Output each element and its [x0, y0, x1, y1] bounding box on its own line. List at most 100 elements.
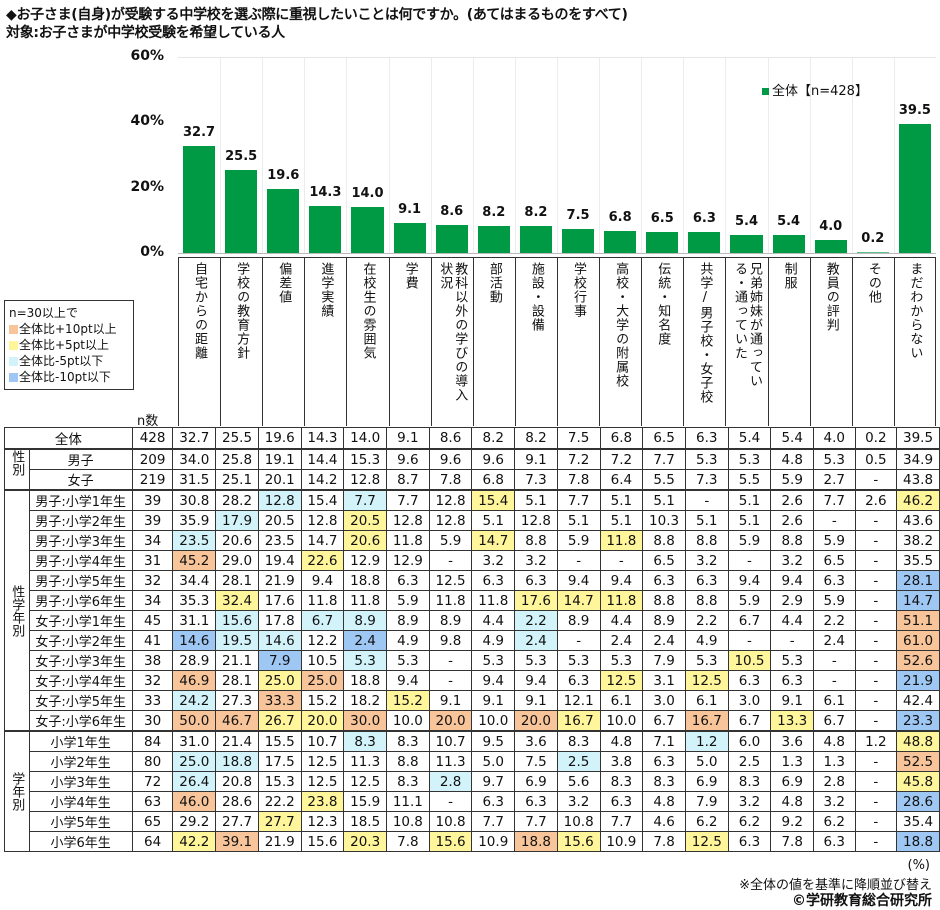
table-cell: 10.8 [428, 811, 473, 832]
table-cell: - [813, 670, 856, 691]
category-header-label: 進学実績 [318, 262, 334, 318]
gridline [725, 58, 727, 254]
table-cell: 3.2 [727, 791, 772, 812]
table-cell: 14.2 [300, 469, 345, 491]
row-label: 小学2年生 [28, 751, 133, 772]
table-cell: 34.9 [896, 448, 940, 470]
table-cell: 5.6 [556, 771, 601, 792]
table-cell: 17.6 [514, 590, 558, 611]
row-group-label: 学年別 [4, 730, 30, 852]
category-header-label: 高校・大学の附属校 [613, 262, 629, 388]
table-cell: 2.5 [727, 751, 772, 772]
table-cell: 0.2 [854, 427, 898, 450]
table-cell: 5.3 [386, 650, 430, 671]
color-legend-item: 全体比+10pt以上 [9, 321, 129, 337]
table-cell: 29.0 [215, 550, 259, 571]
row-label: 男子:小学5年生 [28, 570, 133, 591]
category-header-label: まだわからない [907, 262, 923, 360]
table-cell: 35.5 [896, 550, 940, 571]
n-count: 428 [131, 427, 174, 450]
table-cell: - [428, 791, 473, 812]
table-cell: 12.8 [514, 510, 558, 531]
table-cell: 23.8 [300, 791, 345, 812]
header-top-border [178, 257, 936, 258]
table-cell: 11.1 [386, 791, 430, 812]
table-cell: 2.4 [599, 630, 644, 651]
table-cell: 23.3 [896, 710, 940, 732]
n-count: 63 [131, 791, 174, 812]
table-cell: 19.6 [257, 427, 302, 450]
category-header: 学費 [388, 258, 431, 426]
table-cell: 12.5 [684, 831, 729, 852]
table-cell: 34.0 [172, 448, 217, 470]
table-cell: 20.5 [257, 510, 302, 531]
table-cell: 21.9 [896, 670, 940, 691]
table-cell: - [428, 650, 473, 671]
table-cell: 7.3 [514, 469, 558, 491]
table-cell: 6.0 [727, 730, 772, 752]
table-cell: 12.3 [300, 811, 345, 832]
table-cell: 22.2 [257, 791, 302, 812]
table-cell: 9.4 [300, 570, 345, 591]
table-cell: 6.9 [770, 771, 815, 792]
table-cell: 15.3 [343, 448, 387, 470]
n-count: 72 [131, 771, 174, 792]
table-cell: 5.9 [386, 590, 430, 611]
table-cell: 5.5 [642, 469, 686, 491]
table-cell: 8.3 [343, 730, 387, 752]
table-cell: 8.2 [514, 427, 558, 450]
table-cell: 46.7 [215, 710, 259, 732]
table-cell: - [854, 811, 898, 832]
table-row: 性別 男子 209 34.0 25.8 19.1 14.4 15.3 9.6 9.6 9.6 9.1 7… [4, 448, 940, 491]
table-cell: 9.4 [727, 570, 772, 591]
table-cell: 4.8 [770, 791, 815, 812]
category-header-label: 学費 [402, 262, 418, 290]
table-cell: 4.0 [813, 427, 856, 450]
table-cell: - [556, 630, 601, 651]
table-row: 女子:小学5年生 33 24.2 27.3 33.3 15.2 18.2 15.2 9.1 9.1… [5, 690, 940, 711]
table-cell: 4.9 [386, 630, 430, 651]
bar-value-label: 8.2 [482, 205, 506, 221]
table-cell: 28.6 [215, 791, 259, 812]
table-cell: 6.7 [300, 610, 345, 631]
table-cell: 5.3 [471, 650, 516, 671]
table-cell: 2.9 [770, 590, 815, 611]
table-cell: 5.1 [556, 510, 601, 531]
table-cell: 2.2 [813, 610, 856, 631]
table-cell: 5.1 [514, 489, 558, 511]
bar [393, 223, 426, 253]
table-cell: - [854, 530, 898, 551]
table-cell: 26.7 [257, 710, 302, 732]
table-cell: 5.9 [727, 530, 772, 551]
n-count: 219 [131, 469, 174, 491]
table-cell: 3.6 [770, 730, 815, 752]
category-header-label: 偏差値 [276, 262, 292, 304]
bar-value-label: 8.6 [440, 203, 464, 219]
table-cell: 7.1 [642, 730, 686, 752]
table-cell: - [854, 670, 898, 691]
table-cell: 9.4 [386, 670, 430, 691]
table-cell: 5.3 [556, 650, 601, 671]
table-cell: 20.0 [300, 710, 345, 732]
n-count: 84 [131, 730, 174, 752]
category-header-label: 施設・設備 [528, 262, 544, 332]
table-cell: 39.1 [215, 831, 259, 852]
category-header: 高校・大学の附属校 [599, 258, 641, 426]
table-cell: 9.6 [471, 448, 516, 470]
category-header: その他 [851, 258, 894, 426]
table-cell: 7.8 [770, 831, 815, 852]
table-cell: 2.7 [813, 469, 856, 491]
table-cell: 8.3 [727, 771, 772, 792]
n-count: 34 [131, 590, 174, 611]
table-cell: 8.3 [556, 730, 601, 752]
table-cell: 10.7 [428, 730, 473, 752]
table-cell: 6.3 [727, 670, 772, 691]
category-header: 在校生の雰囲気 [346, 258, 388, 426]
table-cell: 27.3 [215, 690, 259, 711]
table-cell: 20.6 [215, 530, 259, 551]
table-cell: 5.4 [727, 427, 772, 450]
table-cell: - [727, 550, 772, 571]
category-header: 自宅からの距離 [178, 258, 220, 426]
table-cell: 1.3 [770, 751, 815, 772]
table-cell: 4.4 [770, 610, 815, 631]
